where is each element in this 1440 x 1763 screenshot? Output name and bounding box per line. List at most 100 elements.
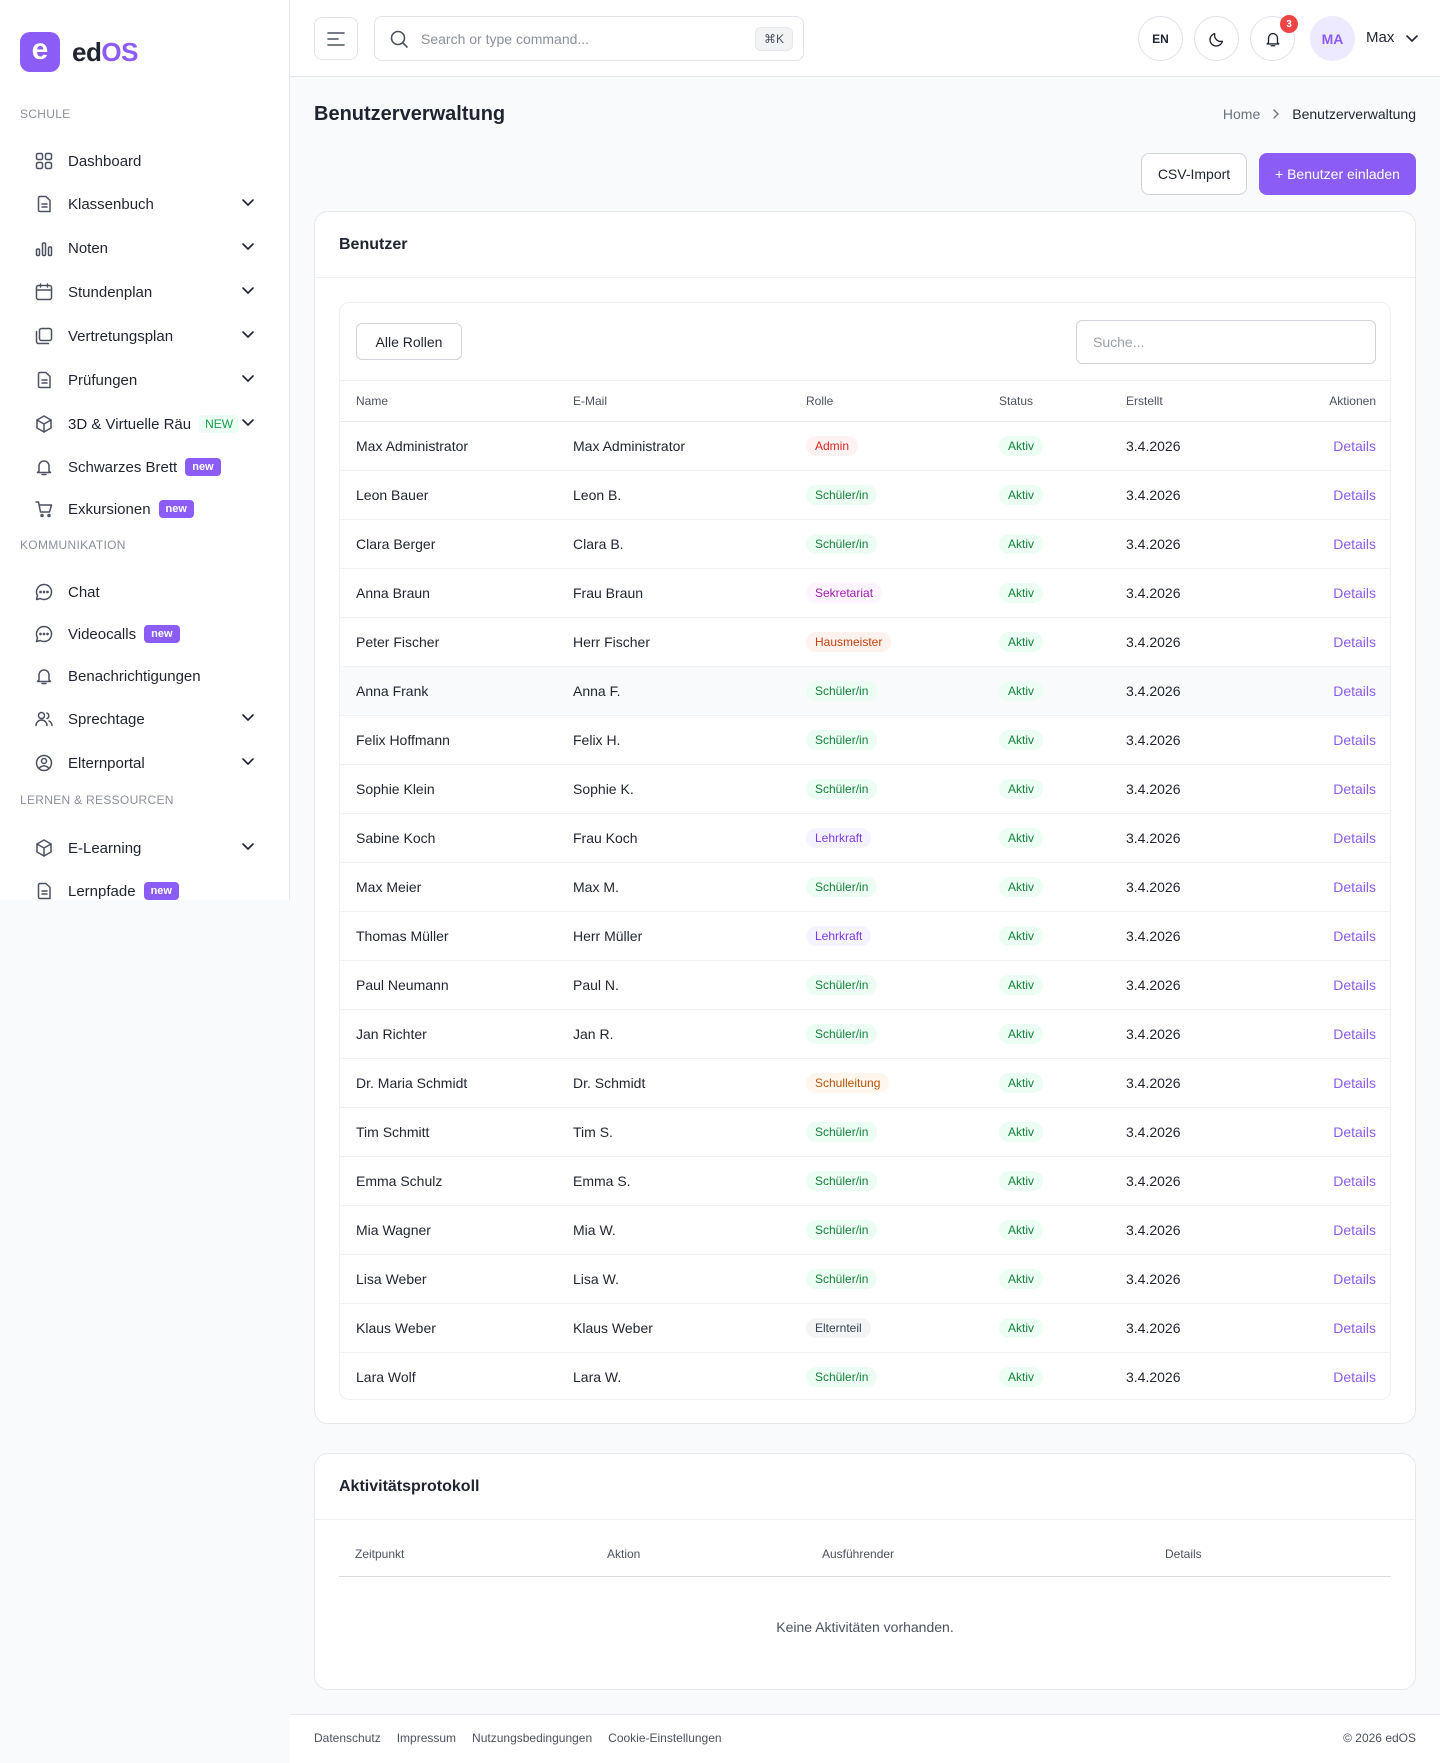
avatar[interactable]: MA	[1310, 16, 1355, 61]
details-link[interactable]: Details	[1333, 1124, 1376, 1140]
column-header-status[interactable]: Status	[999, 380, 1126, 422]
sidebar-item-elternportal[interactable]: Elternportal	[0, 741, 289, 785]
details-link[interactable]: Details	[1333, 1026, 1376, 1042]
details-link[interactable]: Details	[1333, 683, 1376, 699]
divider	[315, 277, 1415, 278]
status-badge: Aktiv	[999, 730, 1044, 750]
chevron-down-icon[interactable]	[240, 838, 256, 854]
brand[interactable]: e edOS	[0, 0, 289, 104]
table-row[interactable]: Max Administrator Max Administrator Admin A…	[340, 421, 1390, 471]
table-row[interactable]: Lara Wolf Lara W. Schüler/in Aktiv 3.4.2026 D…	[340, 1352, 1390, 1399]
sidebar-item-prüfungen[interactable]: Prüfungen	[0, 358, 289, 402]
footer-link-terms[interactable]: Nutzungsbedingungen	[472, 1731, 593, 1745]
table-row[interactable]: Thomas Müller Herr Müller Lehrkraft Aktiv 3.…	[340, 911, 1390, 961]
table-row[interactable]: Felix Hoffmann Felix H. Schüler/in Aktiv 3.4…	[340, 715, 1390, 765]
table-row[interactable]: Mia Wagner Mia W. Schüler/in Aktiv 3.4.2026 D…	[340, 1205, 1390, 1255]
chevron-down-icon[interactable]	[1404, 30, 1420, 46]
table-row[interactable]: Anna Frank Anna F. Schüler/in Aktiv 3.4.2026…	[340, 666, 1390, 716]
sidebar-item-3d-virtuelle-räu[interactable]: 3D & Virtuelle Räu NEW	[0, 402, 289, 446]
brand-logo-icon: e	[20, 32, 60, 72]
brand-name: edOS	[72, 36, 138, 67]
sidebar-item-noten[interactable]: Noten	[0, 226, 289, 270]
column-header-created[interactable]: Erstellt	[1126, 380, 1266, 422]
language-button[interactable]: EN	[1138, 16, 1183, 61]
footer-link-cookies[interactable]: Cookie-Einstellungen	[608, 1731, 722, 1745]
table-row[interactable]: Sophie Klein Sophie K. Schüler/in Aktiv 3.4.…	[340, 764, 1390, 814]
column-header-email[interactable]: E-Mail	[573, 380, 806, 422]
breadcrumb-home-link[interactable]: Home	[1222, 106, 1261, 122]
menu-toggle-button[interactable]	[314, 17, 358, 60]
chevron-down-icon[interactable]	[240, 709, 256, 725]
chevron-down-icon[interactable]	[240, 753, 256, 769]
sidebar-item-chat[interactable]: Chat	[0, 571, 289, 613]
details-link[interactable]: Details	[1333, 1173, 1376, 1189]
csv-import-button[interactable]: CSV-Import	[1141, 153, 1247, 195]
details-link[interactable]: Details	[1333, 830, 1376, 846]
sidebar-item-schwarzes-brett[interactable]: Schwarzes Brett new	[0, 446, 289, 488]
sidebar-item-klassenbuch[interactable]: Klassenbuch	[0, 182, 289, 226]
sidebar-item-stundenplan[interactable]: Stundenplan	[0, 270, 289, 314]
details-link[interactable]: Details	[1333, 487, 1376, 503]
footer-link-privacy[interactable]: Datenschutz	[314, 1731, 381, 1745]
table-row[interactable]: Dr. Maria Schmidt Dr. Schmidt Schulleitung…	[340, 1058, 1390, 1108]
sidebar: e edOS SCHULE Dashboard Klassenbuch Noten St…	[0, 0, 290, 900]
chevron-down-icon[interactable]	[240, 282, 256, 298]
details-link[interactable]: Details	[1333, 977, 1376, 993]
cell-email: Max M.	[573, 862, 806, 912]
sidebar-item-benachrichtigungen[interactable]: Benachrichtigungen	[0, 655, 289, 697]
divider	[315, 1519, 1415, 1520]
command-search-input[interactable]: Search or type command... ⌘K	[374, 16, 804, 61]
table-row[interactable]: Sabine Koch Frau Koch Lehrkraft Aktiv 3.4.20…	[340, 813, 1390, 863]
table-row[interactable]: Paul Neumann Paul N. Schüler/in Aktiv 3.4.20…	[340, 960, 1390, 1010]
table-row[interactable]: Klaus Weber Klaus Weber Elternteil Aktiv 3.4…	[340, 1303, 1390, 1353]
details-link[interactable]: Details	[1333, 1222, 1376, 1238]
notifications-button[interactable]: 3	[1250, 15, 1298, 61]
details-link[interactable]: Details	[1333, 781, 1376, 797]
details-link[interactable]: Details	[1333, 732, 1376, 748]
sidebar-item-exkursionen[interactable]: Exkursionen new	[0, 488, 289, 530]
table-row[interactable]: Tim Schmitt Tim S. Schüler/in Aktiv 3.4.2026…	[340, 1107, 1390, 1157]
table-row[interactable]: Clara Berger Clara B. Schüler/in Aktiv 3.4.2…	[340, 519, 1390, 569]
invite-user-button[interactable]: + Benutzer einladen	[1259, 153, 1416, 195]
details-link[interactable]: Details	[1333, 928, 1376, 944]
details-link[interactable]: Details	[1333, 634, 1376, 650]
table-row[interactable]: Leon Bauer Leon B. Schüler/in Aktiv 3.4.2026…	[340, 470, 1390, 520]
user-search-input[interactable]	[1076, 320, 1376, 364]
column-header-role[interactable]: Rolle	[806, 380, 999, 422]
details-link[interactable]: Details	[1333, 536, 1376, 552]
user-name[interactable]: Max	[1366, 29, 1395, 46]
cell-status: Aktiv	[999, 470, 1126, 520]
cell-role: Lehrkraft	[806, 911, 999, 961]
details-link[interactable]: Details	[1333, 1320, 1376, 1336]
sidebar-item-lernpfade[interactable]: Lernpfade new	[0, 870, 289, 900]
cell-role: Schüler/in	[806, 470, 999, 520]
chevron-down-icon[interactable]	[240, 414, 256, 430]
details-link[interactable]: Details	[1333, 1369, 1376, 1385]
table-row[interactable]: Emma Schulz Emma S. Schüler/in Aktiv 3.4.202…	[340, 1156, 1390, 1206]
role-filter-select[interactable]: Alle Rollen	[356, 323, 462, 360]
chevron-down-icon[interactable]	[240, 238, 256, 254]
sidebar-item-e-learning[interactable]: E-Learning	[0, 826, 289, 870]
details-link[interactable]: Details	[1333, 438, 1376, 454]
details-link[interactable]: Details	[1333, 879, 1376, 895]
table-row[interactable]: Jan Richter Jan R. Schüler/in Aktiv 3.4.2026…	[340, 1009, 1390, 1059]
status-badge: Aktiv	[999, 436, 1044, 456]
details-link[interactable]: Details	[1333, 1075, 1376, 1091]
chevron-down-icon[interactable]	[240, 326, 256, 342]
dark-mode-toggle[interactable]	[1194, 16, 1239, 61]
sidebar-item-dashboard[interactable]: Dashboard	[0, 140, 289, 182]
chevron-down-icon[interactable]	[240, 370, 256, 386]
details-link[interactable]: Details	[1333, 585, 1376, 601]
table-row[interactable]: Lisa Weber Lisa W. Schüler/in Aktiv 3.4.2026…	[340, 1254, 1390, 1304]
column-header-name[interactable]: Name	[340, 380, 573, 422]
sidebar-item-vertretungsplan[interactable]: Vertretungsplan	[0, 314, 289, 358]
sidebar-item-sprechtage[interactable]: Sprechtage	[0, 697, 289, 741]
column-header-action: Aktion	[607, 1532, 822, 1577]
chevron-down-icon[interactable]	[240, 194, 256, 210]
sidebar-item-videocalls[interactable]: Videocalls new	[0, 613, 289, 655]
details-link[interactable]: Details	[1333, 1271, 1376, 1287]
table-row[interactable]: Peter Fischer Herr Fischer Hausmeister Akti…	[340, 617, 1390, 667]
footer-link-imprint[interactable]: Impressum	[396, 1731, 457, 1745]
table-row[interactable]: Anna Braun Frau Braun Sekretariat Aktiv 3.4.…	[340, 568, 1390, 618]
table-row[interactable]: Max Meier Max M. Schüler/in Aktiv 3.4.2026 De…	[340, 862, 1390, 912]
